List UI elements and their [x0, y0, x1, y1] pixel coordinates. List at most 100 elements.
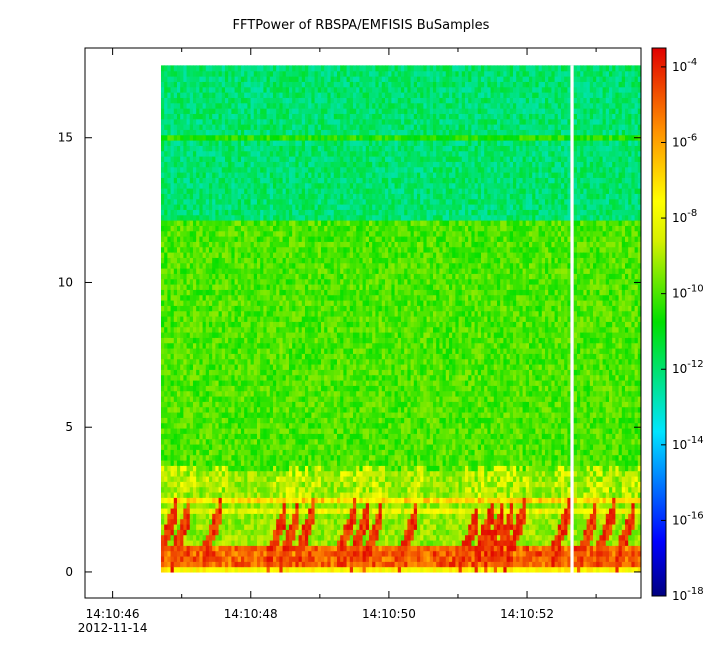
heatmap-cell	[253, 108, 258, 114]
heatmap-cell	[192, 225, 197, 232]
heatmap-cell	[208, 246, 213, 253]
heatmap-cell	[224, 534, 229, 541]
heatmap-cell	[237, 433, 242, 440]
heatmap-cell	[160, 129, 165, 136]
heatmap-cell	[231, 369, 236, 376]
heatmap-cell	[208, 262, 213, 269]
heatmap-cell	[196, 70, 200, 77]
heatmap-cell	[183, 337, 188, 344]
heatmap-cell	[160, 385, 165, 392]
heatmap-cell	[260, 337, 264, 344]
heatmap-cell	[240, 390, 245, 397]
heatmap-cell	[218, 214, 223, 221]
heatmap-cell	[253, 166, 258, 173]
heatmap-cell	[170, 337, 175, 344]
heatmap-cell	[202, 113, 207, 120]
heatmap-cell	[237, 166, 242, 173]
heatmap-cell	[183, 81, 188, 88]
heatmap-cell	[180, 427, 184, 434]
heatmap-cell	[160, 369, 165, 376]
heatmap-cell	[221, 491, 226, 498]
heatmap-cell	[231, 241, 236, 248]
heatmap-cell	[263, 331, 268, 338]
heatmap-cell	[244, 566, 248, 573]
heatmap-cell	[183, 198, 188, 205]
heatmap-cell	[215, 470, 220, 477]
heatmap-cell	[167, 310, 172, 317]
heatmap-cell	[189, 449, 194, 456]
heatmap-cell	[176, 433, 181, 440]
heatmap-cell	[228, 395, 232, 402]
heatmap-cell	[170, 411, 175, 418]
heatmap-cell	[231, 236, 236, 242]
heatmap-cell	[224, 284, 229, 290]
heatmap-cell	[160, 225, 165, 232]
heatmap-cell	[263, 358, 268, 365]
heatmap-cell	[196, 539, 200, 546]
heatmap-cell	[189, 193, 194, 200]
heatmap-cell	[244, 331, 248, 338]
heatmap-cell	[228, 262, 232, 269]
heatmap-cell	[260, 161, 264, 168]
heatmap-cell	[212, 475, 216, 482]
heatmap-cell	[192, 454, 197, 461]
heatmap-cell	[250, 555, 255, 562]
heatmap-cell	[228, 198, 232, 205]
heatmap-cell	[196, 65, 200, 72]
heatmap-cell	[253, 156, 258, 162]
heatmap-cell	[176, 534, 181, 541]
heatmap-cell	[180, 470, 184, 477]
heatmap-cell	[244, 284, 248, 290]
heatmap-cell	[256, 539, 261, 546]
heatmap-cell	[205, 411, 210, 418]
heatmap-cell	[224, 481, 229, 488]
heatmap-cell	[224, 177, 229, 184]
heatmap-cell	[208, 390, 213, 397]
heatmap-cell	[234, 443, 239, 450]
heatmap-cell	[189, 337, 194, 344]
heatmap-cell	[173, 236, 178, 242]
heatmap-cell	[173, 310, 178, 317]
heatmap-cell	[212, 252, 216, 258]
heatmap-cell	[208, 363, 213, 370]
heatmap-cell	[237, 539, 242, 546]
heatmap-cell	[167, 284, 172, 290]
heatmap-cell	[240, 534, 245, 541]
heatmap-cell	[256, 204, 261, 210]
heatmap-cell	[218, 529, 223, 536]
heatmap-cell	[240, 310, 245, 317]
heatmap-cell	[170, 268, 175, 274]
heatmap-cell	[180, 518, 184, 525]
heatmap-cell	[260, 369, 264, 376]
heatmap-cell	[212, 502, 216, 509]
heatmap-cell	[186, 390, 191, 397]
heatmap-cell	[247, 140, 252, 146]
heatmap-cell	[234, 529, 239, 536]
heatmap-cell	[189, 427, 194, 434]
heatmap-cell	[173, 401, 178, 408]
heatmap-cell	[164, 65, 168, 72]
heatmap-cell	[205, 230, 210, 237]
heatmap-cell	[176, 145, 181, 152]
heatmap-cell	[202, 545, 207, 552]
heatmap-cell	[244, 113, 248, 120]
heatmap-cell	[176, 65, 181, 72]
heatmap-cell	[189, 108, 194, 114]
heatmap-cell	[253, 150, 258, 157]
heatmap-cell	[244, 369, 248, 376]
heatmap-cell	[253, 65, 258, 72]
heatmap-cell	[244, 353, 248, 360]
heatmap-cell	[170, 156, 175, 162]
heatmap-cell	[218, 401, 223, 408]
heatmap-cell	[253, 214, 258, 221]
heatmap-cell	[218, 497, 223, 504]
heatmap-cell	[244, 518, 248, 525]
heatmap-cell	[170, 230, 175, 237]
heatmap-cell	[199, 70, 204, 77]
heatmap-cell	[176, 518, 181, 525]
heatmap-cell	[224, 422, 229, 429]
heatmap-cell	[186, 513, 191, 520]
heatmap-cell	[228, 347, 232, 354]
heatmap-cell	[224, 337, 229, 344]
heatmap-cell	[164, 502, 168, 509]
